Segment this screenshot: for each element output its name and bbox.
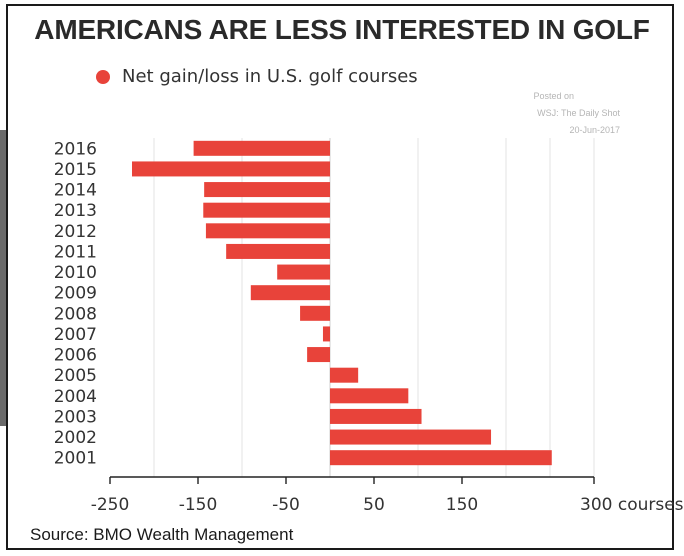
bar-2014 — [204, 182, 330, 198]
watermark-line-1: Posted on — [533, 91, 574, 101]
x-tick-label: 300 courses — [580, 495, 684, 515]
y-tick-label: 2012 — [54, 222, 97, 242]
bar-2001 — [330, 450, 552, 466]
x-tick-label: -50 — [272, 495, 300, 515]
source-note: Source: BMO Wealth Management — [30, 525, 294, 544]
y-tick-label: 2013 — [54, 201, 97, 221]
legend-label: Net gain/loss in U.S. golf courses — [122, 66, 418, 87]
bar-2011 — [226, 243, 330, 259]
watermark-line-3: 20-Jun-2017 — [569, 125, 620, 135]
bar-2010 — [277, 264, 330, 280]
y-tick-label: 2011 — [54, 242, 97, 262]
x-tick-label: -250 — [91, 495, 130, 515]
bar-2015 — [132, 161, 330, 177]
x-tick-label: 50 — [363, 495, 385, 515]
bar-2009 — [250, 285, 330, 301]
legend: Net gain/loss in U.S. golf courses — [96, 66, 418, 87]
bar-2016 — [193, 140, 330, 156]
bar-2007 — [322, 326, 330, 342]
y-tick-label: 2006 — [54, 346, 97, 366]
bar-2013 — [203, 202, 330, 218]
x-tick-label: 150 — [446, 495, 478, 515]
chart-frame — [6, 4, 674, 550]
y-tick-label: 2004 — [54, 387, 97, 407]
side-bar — [0, 130, 6, 426]
bar-2002 — [330, 429, 492, 445]
y-tick-label: 2007 — [54, 325, 97, 345]
y-tick-label: 2003 — [54, 407, 97, 427]
watermark: Posted on WSJ: The Daily Shot 20-Jun-201… — [533, 88, 620, 139]
chart-title: AMERICANS ARE LESS INTERESTED IN GOLF — [34, 14, 650, 45]
bar-2008 — [300, 305, 330, 321]
bar-2006 — [307, 347, 330, 363]
y-tick-label: 2015 — [54, 160, 97, 180]
watermark-line-2: WSJ: The Daily Shot — [537, 108, 620, 118]
y-tick-label: 2010 — [54, 263, 97, 283]
bar-2012 — [205, 223, 330, 239]
bar-2003 — [330, 408, 422, 424]
y-tick-label: 2005 — [54, 366, 97, 386]
y-tick-label: 2014 — [54, 181, 97, 201]
y-tick-label: 2016 — [54, 139, 97, 159]
y-tick-label: 2009 — [54, 284, 97, 304]
bar-2004 — [330, 388, 409, 404]
x-tick-label: -150 — [179, 495, 218, 515]
y-tick-label: 2001 — [54, 449, 97, 469]
legend-dot-icon — [96, 69, 110, 84]
y-tick-label: 2008 — [54, 304, 97, 324]
bar-2005 — [330, 367, 359, 383]
y-tick-label: 2002 — [54, 428, 97, 448]
